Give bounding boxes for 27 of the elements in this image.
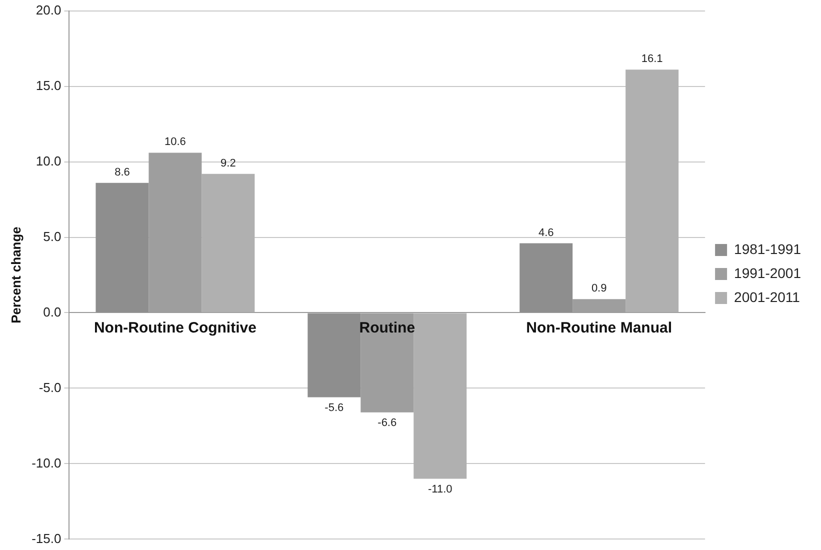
bar [626,70,679,312]
y-axis-title: Percent change [8,226,24,324]
y-tick-label: 20.0 [36,2,62,18]
data-label: 0.9 [591,282,607,295]
y-tick-label: 5.0 [43,228,62,244]
legend-label: 2001-2011 [734,288,800,305]
x-tick-label: Non-Routine Manual [526,319,672,336]
y-tick-label: 15.0 [36,78,62,93]
y-tick-label: 10.0 [36,153,62,168]
data-label: -11.0 [428,483,452,496]
data-label: 16.1 [641,53,663,66]
y-tick-label: -15.0 [32,530,62,546]
data-label: 8.6 [114,166,130,178]
legend-label: 1991-2001 [734,264,802,281]
bar [414,313,467,479]
y-tick-label: 0.0 [43,304,62,320]
x-tick-label: Routine [359,319,416,336]
y-tick-label: -5.0 [38,380,62,395]
y-tick-label: -10.0 [32,455,62,470]
x-tick-label: Non-Routine Cognitive [94,319,256,336]
data-label: -5.6 [324,402,344,414]
legend-label: 1981-1991 [734,240,802,257]
data-label: 10.6 [164,136,186,148]
data-label: 9.2 [220,157,236,170]
bar [202,174,255,312]
data-label: 4.6 [538,226,554,239]
data-label: -6.6 [378,416,397,429]
